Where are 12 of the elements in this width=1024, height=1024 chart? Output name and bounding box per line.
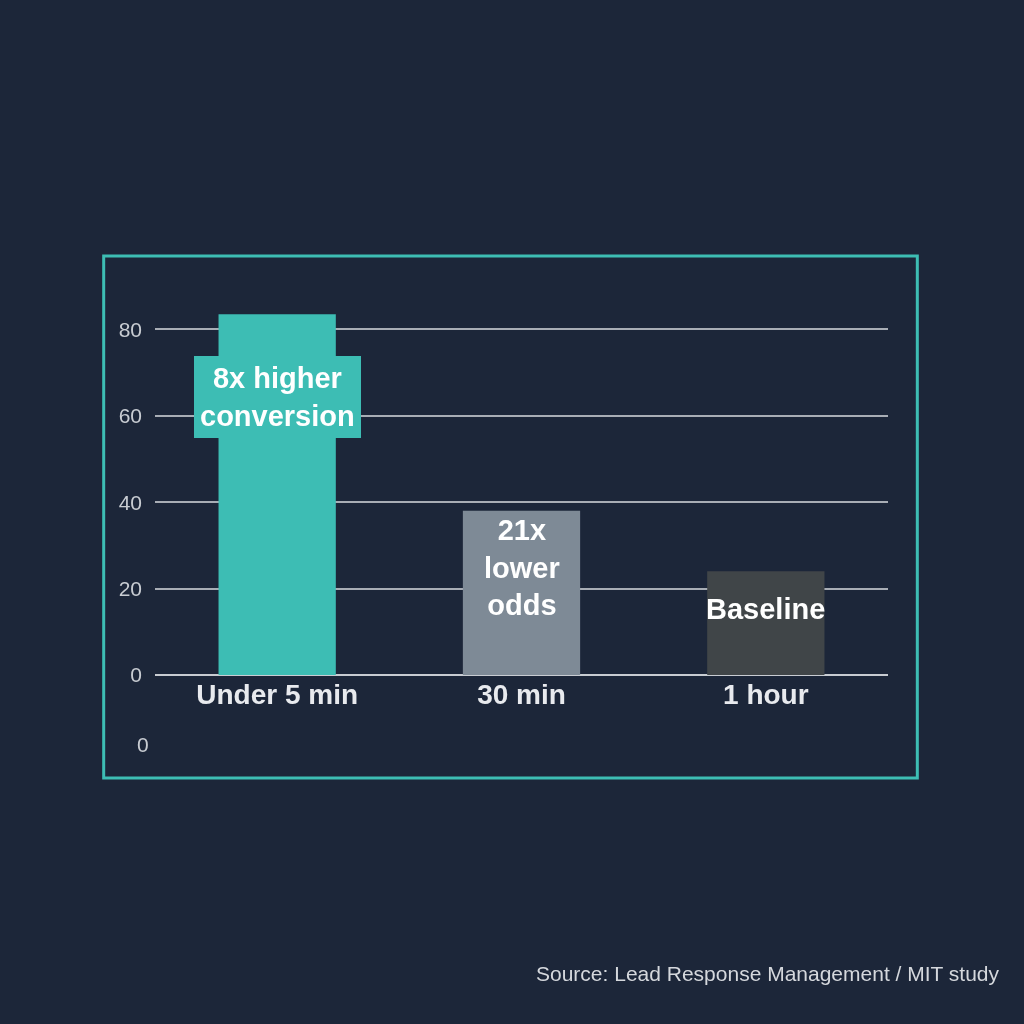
y-tick-label: 0	[130, 663, 142, 687]
y-tick-label: 20	[118, 576, 142, 600]
y-tick-label: 80	[118, 317, 142, 341]
x-tick-label: 30 min	[477, 679, 566, 710]
x-tick-label: Under 5 min	[196, 679, 359, 710]
x-tick-label: 1 hour	[723, 679, 809, 710]
y-tick-label: 60	[118, 404, 142, 428]
y-tick-label: 40	[118, 490, 142, 514]
source-note: Source: Lead Response Management / MIT study	[536, 962, 1000, 985]
annotation: Baseline	[706, 593, 826, 625]
annotation: 21x lower odds	[484, 514, 560, 622]
annotation: 8x higher conversion	[200, 362, 355, 432]
